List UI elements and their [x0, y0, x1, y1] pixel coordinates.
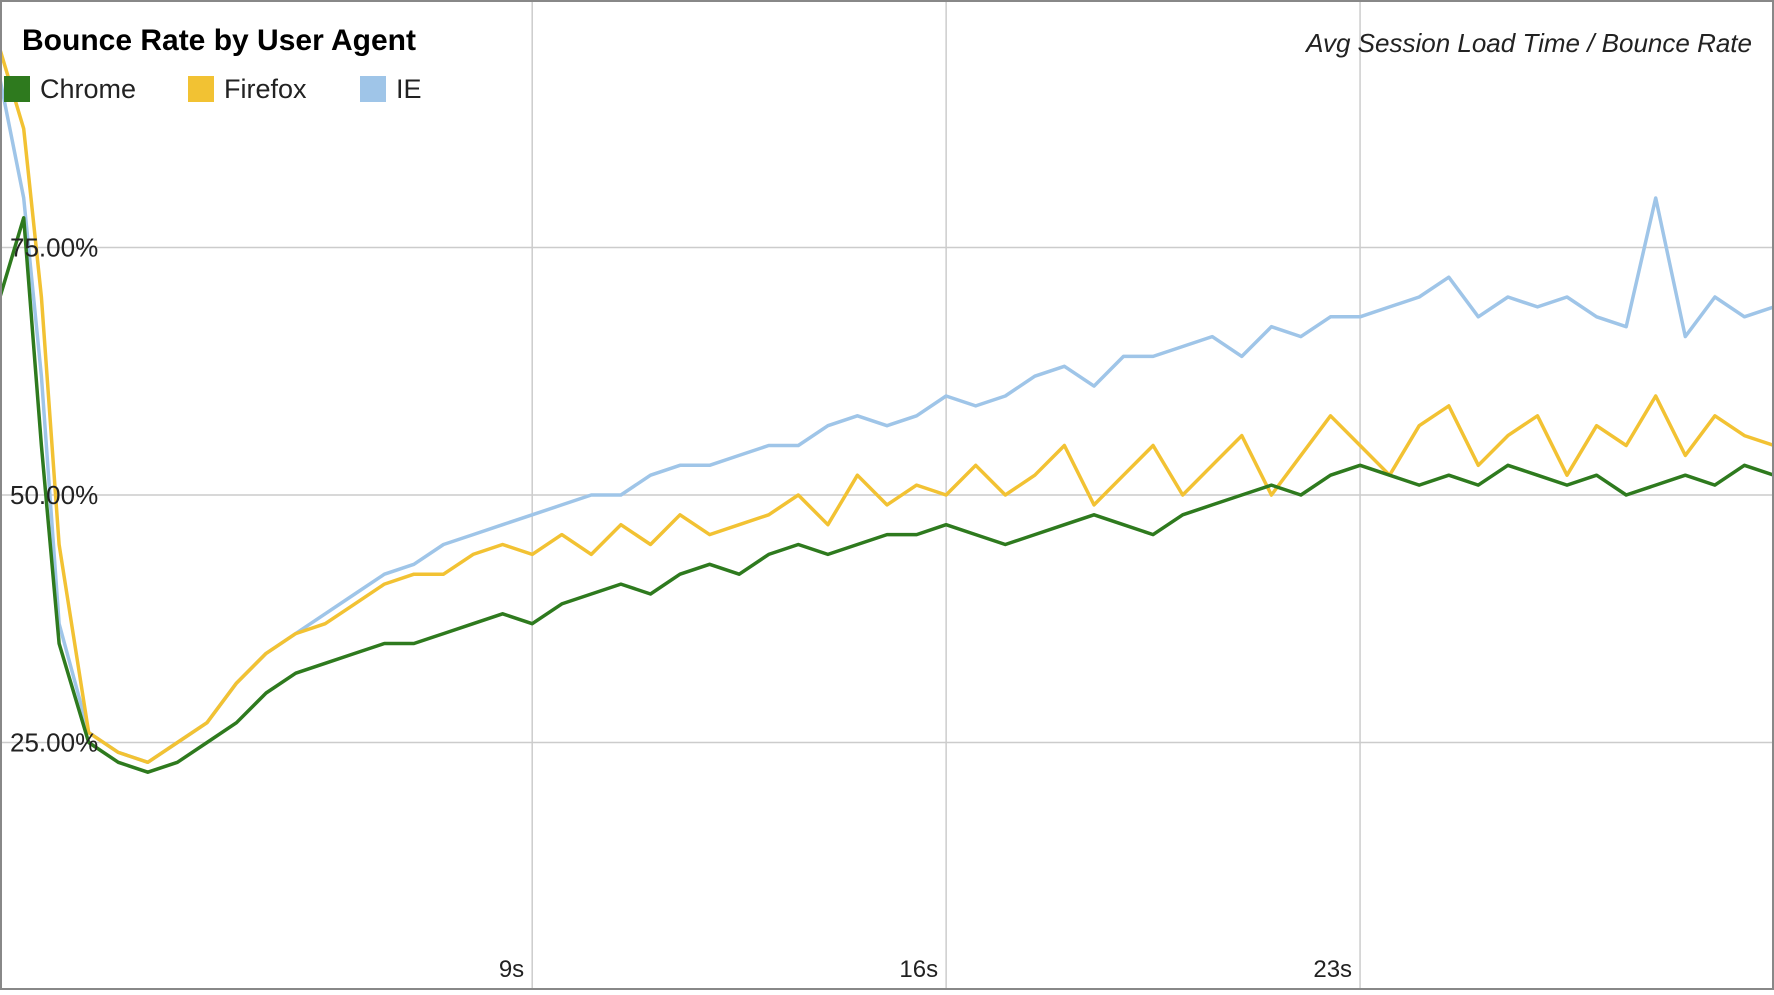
tick-labels: 25.00% 50.00% 75.00% 9s 16s 23s: [10, 233, 1352, 984]
series-line-chrome: [0, 216, 1774, 774]
x-tick-label: 9s: [499, 956, 524, 983]
y-tick-label: 50.00%: [10, 480, 98, 510]
legend-item-ie: IE: [360, 74, 422, 104]
legend-item-firefox: Firefox: [188, 74, 307, 104]
legend-label: Firefox: [224, 74, 307, 104]
y-tick-label: 25.00%: [10, 728, 98, 758]
x-tick-label: 23s: [1313, 956, 1352, 983]
y-tick-label: 75.00%: [10, 233, 98, 263]
legend-label: IE: [396, 74, 422, 104]
x-tick-label: 16s: [899, 956, 938, 983]
series-lines: [0, 47, 1774, 774]
legend-swatch: [4, 76, 30, 102]
legend-swatch: [188, 76, 214, 102]
legend-label: Chrome: [40, 74, 136, 104]
chart-title: Bounce Rate by User Agent: [22, 24, 416, 57]
legend-item-chrome: Chrome: [4, 74, 136, 104]
series-line-firefox: [0, 47, 1774, 765]
legend-swatch: [360, 76, 386, 102]
legend: Chrome Firefox IE: [4, 74, 422, 104]
chart-subtitle: Avg Session Load Time / Bounce Rate: [1304, 28, 1752, 58]
